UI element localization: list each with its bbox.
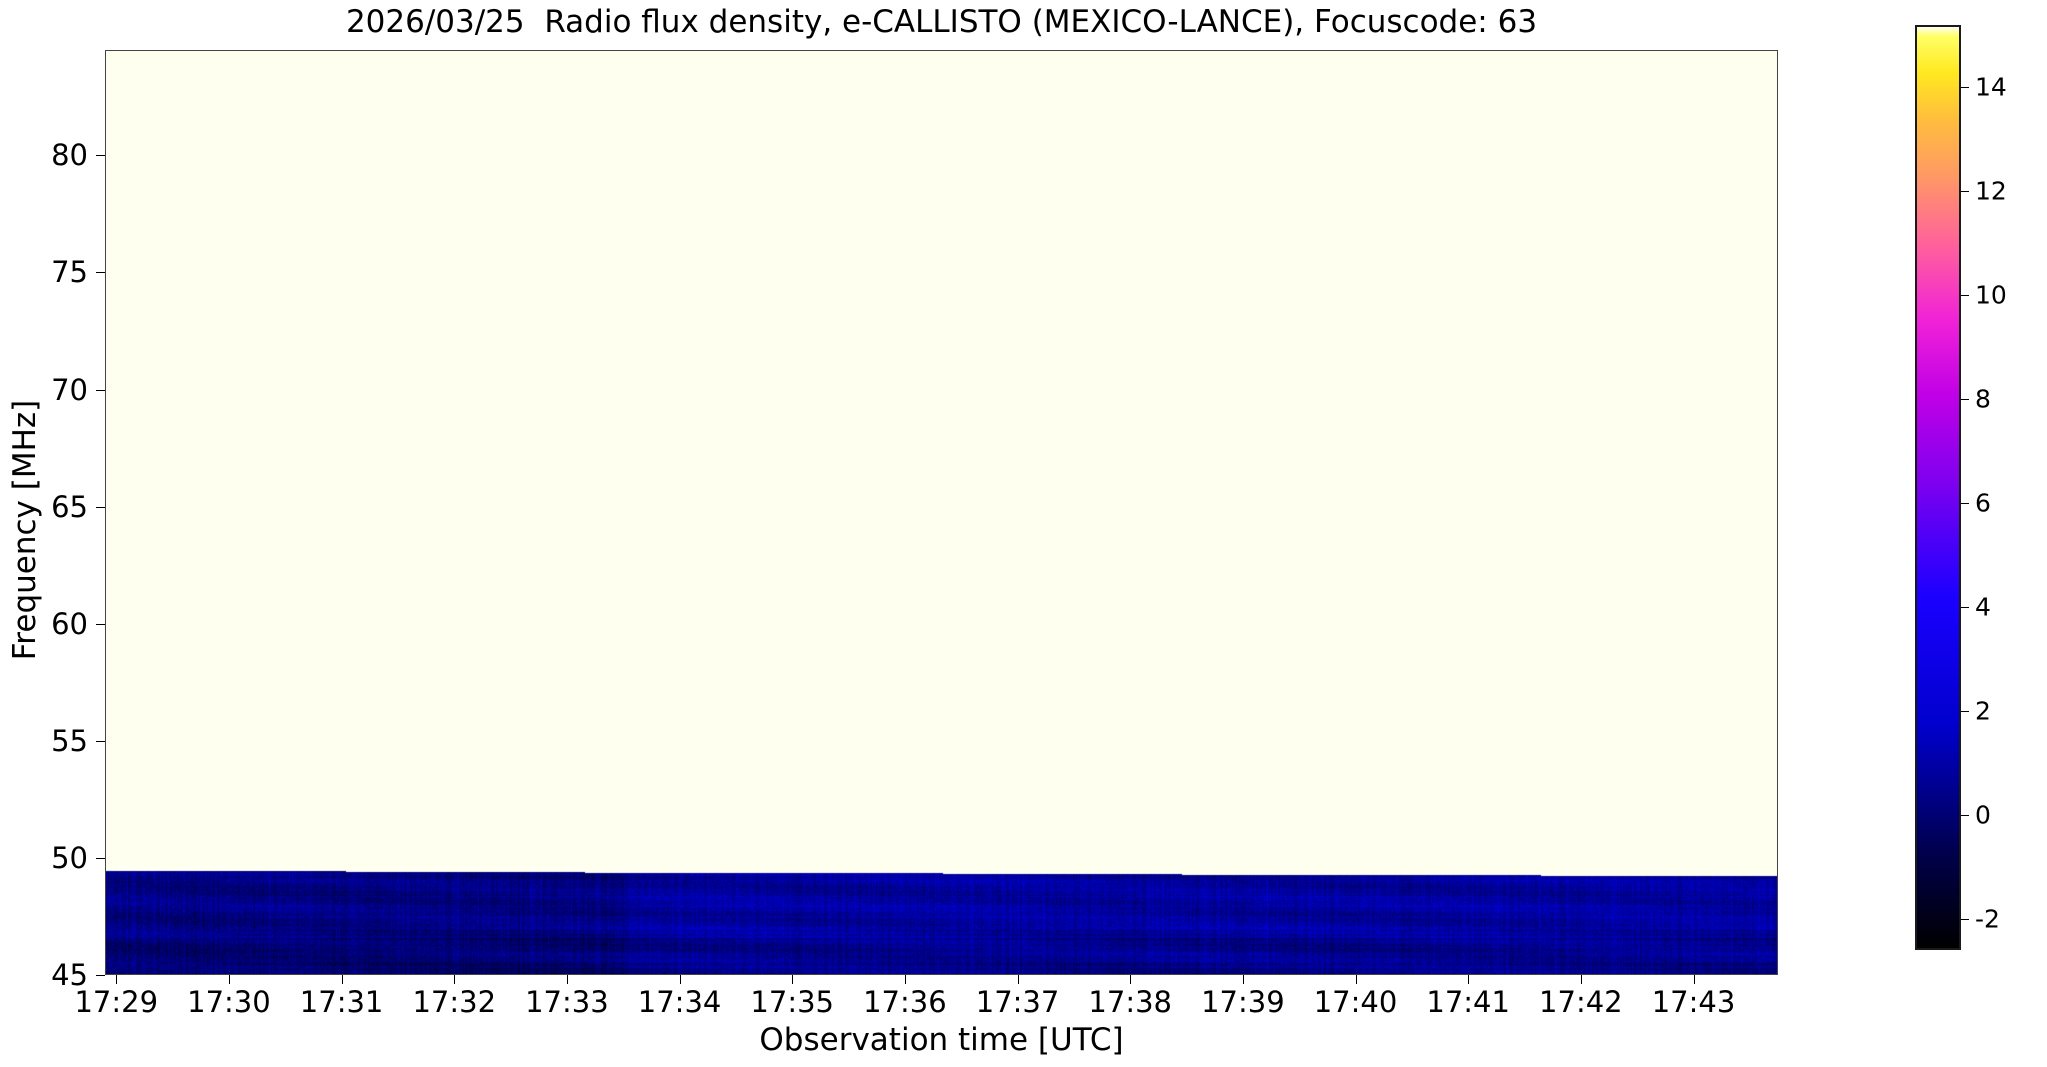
y-tick-label: 55 [51, 723, 88, 758]
y-axis-label: Frequency [MHz] [7, 399, 43, 661]
x-tick-label: 17:29 [74, 985, 159, 1019]
y-tick-label: 80 [51, 138, 88, 173]
y-tick-mark [96, 155, 105, 157]
x-tick-mark [679, 975, 681, 984]
x-tick-mark [228, 975, 230, 984]
colorbar-tick-mark [1961, 918, 1969, 920]
x-tick-label: 17:38 [1088, 985, 1172, 1019]
x-tick-label: 17:32 [412, 985, 497, 1019]
colorbar[interactable]: -2 0 2 4 6 8 10 12 14 [1915, 25, 2007, 950]
page-title: 2026/03/25 Radio flux density, e-CALLIST… [345, 4, 1538, 40]
x-tick-label: 17:33 [525, 985, 609, 1019]
x-tick-label: 17:36 [863, 985, 947, 1019]
x-tick-mark [341, 975, 343, 984]
x-tick-mark [792, 975, 794, 984]
y-tick-label: 75 [51, 255, 88, 290]
spectrogram-canvas[interactable] [106, 51, 1777, 974]
y-tick-label: 60 [51, 606, 88, 641]
y-tick-label: 65 [51, 489, 88, 524]
colorbar-tick-label: 12 [1975, 176, 2007, 206]
x-tick-mark [1580, 975, 1582, 984]
x-tick-mark [454, 975, 456, 984]
colorbar-tick-mark [1961, 607, 1969, 609]
colorbar-tick-label: 8 [1975, 384, 1991, 414]
colorbar-tick-label: 0 [1975, 800, 1991, 830]
y-tick-mark [96, 623, 105, 625]
colorbar-tick-label: 6 [1975, 488, 1991, 518]
y-tick-mark [96, 975, 105, 976]
colorbar-tick-label: 4 [1975, 592, 1991, 622]
colorbar-tick-label: 2 [1975, 696, 1991, 726]
y-tick-mark [96, 389, 105, 391]
colorbar-tick-mark [1961, 814, 1969, 816]
x-tick-mark [1468, 975, 1470, 984]
x-tick-label: 17:42 [1539, 985, 1623, 1019]
x-tick-label: 17:31 [299, 985, 384, 1019]
colorbar-tick-mark [1961, 503, 1969, 505]
x-tick-label: 17:40 [1313, 985, 1398, 1019]
y-tick-mark [96, 272, 105, 274]
x-tick-label: 17:41 [1426, 985, 1510, 1019]
x-tick-label: 17:43 [1651, 985, 1736, 1019]
x-tick-mark [116, 975, 118, 984]
y-tick-mark [96, 740, 105, 742]
x-tick-mark [904, 975, 906, 984]
x-tick-mark [566, 975, 568, 984]
colorbar-tick-mark [1961, 191, 1969, 193]
x-tick-mark [1017, 975, 1019, 984]
colorbar-tick-label: 10 [1975, 280, 2007, 310]
x-tick-label: 17:39 [1201, 985, 1285, 1019]
y-tick-mark [96, 857, 105, 859]
y-tick-label: 45 [51, 958, 88, 992]
spectrogram-plot[interactable] [105, 50, 1778, 975]
x-tick-label: 17:34 [637, 985, 722, 1019]
y-tick-label: 70 [51, 372, 88, 407]
colorbar-gradient [1915, 25, 1961, 950]
colorbar-tick-mark [1961, 399, 1969, 401]
colorbar-tick-label: 14 [1975, 72, 2007, 102]
x-tick-label: 17:37 [975, 985, 1060, 1019]
y-tick-label: 50 [51, 840, 88, 875]
x-tick-mark [1242, 975, 1244, 984]
x-tick-mark [1355, 975, 1357, 984]
colorbar-tick-mark [1961, 710, 1969, 712]
y-axis: 45 50 55 60 65 70 75 80 [0, 0, 88, 1067]
colorbar-tick-mark [1961, 295, 1969, 297]
x-tick-mark [1130, 975, 1132, 984]
x-axis-label: Observation time [UTC] [759, 1022, 1124, 1058]
x-tick-label: 17:35 [750, 985, 835, 1019]
x-tick-mark [1693, 975, 1695, 984]
y-tick-mark [96, 506, 105, 508]
colorbar-tick-label: -2 [1975, 904, 2000, 934]
colorbar-tick-mark [1961, 87, 1969, 89]
x-tick-label: 17:30 [187, 985, 271, 1019]
